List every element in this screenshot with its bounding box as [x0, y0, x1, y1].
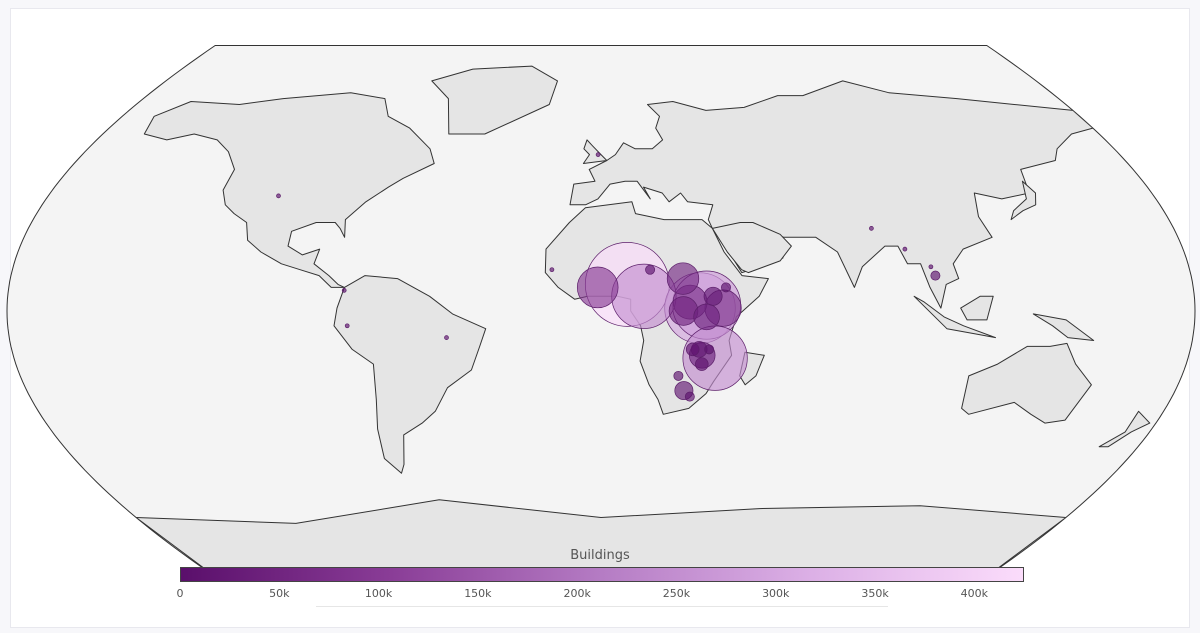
- map-marker[interactable]: [685, 342, 700, 357]
- map-marker[interactable]: [276, 193, 281, 199]
- land-antarctica: [135, 499, 1067, 577]
- map-marker[interactable]: [902, 246, 908, 252]
- land-uk: [582, 139, 608, 164]
- map-marker[interactable]: [928, 264, 934, 270]
- map-marker[interactable]: [695, 357, 709, 371]
- land-borneo: [960, 295, 994, 321]
- colorbar-tick-label: 200k: [563, 587, 591, 600]
- map-marker[interactable]: [684, 391, 695, 402]
- colorbar-tick-label: 350k: [861, 587, 889, 600]
- colorbar-tick-label: 300k: [762, 587, 790, 600]
- map-marker[interactable]: [693, 303, 720, 331]
- colorbar-divider: [316, 606, 888, 607]
- map-marker[interactable]: [611, 263, 677, 329]
- colorbar-tick-label: 0: [176, 587, 184, 600]
- map-marker[interactable]: [576, 266, 619, 309]
- map-marker[interactable]: [645, 264, 656, 275]
- land-new-guinea: [1032, 313, 1095, 341]
- land-australia: [961, 342, 1092, 424]
- land-new-zealand: [1098, 410, 1151, 448]
- map-markers: [276, 152, 941, 402]
- colorbar-tick-label: 50k: [269, 587, 290, 600]
- map-marker[interactable]: [703, 286, 723, 306]
- map-marker[interactable]: [341, 288, 347, 293]
- map-marker[interactable]: [595, 152, 601, 157]
- map-marker[interactable]: [930, 270, 941, 281]
- map-marker[interactable]: [869, 226, 874, 231]
- map-marker[interactable]: [704, 344, 715, 355]
- map-marker[interactable]: [666, 262, 700, 295]
- map-marker[interactable]: [344, 323, 350, 329]
- map-marker[interactable]: [549, 267, 555, 273]
- colorbar-tick-label: 150k: [464, 587, 492, 600]
- colorbar-tick-label: 100k: [364, 587, 393, 600]
- land-arabia: [711, 222, 792, 274]
- land-north-america: [143, 92, 435, 288]
- land-indonesia: [913, 295, 996, 339]
- map-marker[interactable]: [721, 282, 731, 293]
- land-south-america: [333, 275, 487, 474]
- map-marker[interactable]: [444, 335, 449, 340]
- colorbar-tick-label: 250k: [662, 587, 691, 600]
- map-marker[interactable]: [668, 296, 699, 326]
- land-eurasia: [569, 80, 1094, 309]
- land-greenland: [431, 65, 558, 135]
- colorbar-title: Buildings: [570, 548, 630, 563]
- colorbar-gradient: [180, 567, 1024, 582]
- colorbar-tick-label: 400k: [960, 587, 989, 600]
- map-marker[interactable]: [673, 370, 684, 381]
- land-japan: [1010, 180, 1037, 221]
